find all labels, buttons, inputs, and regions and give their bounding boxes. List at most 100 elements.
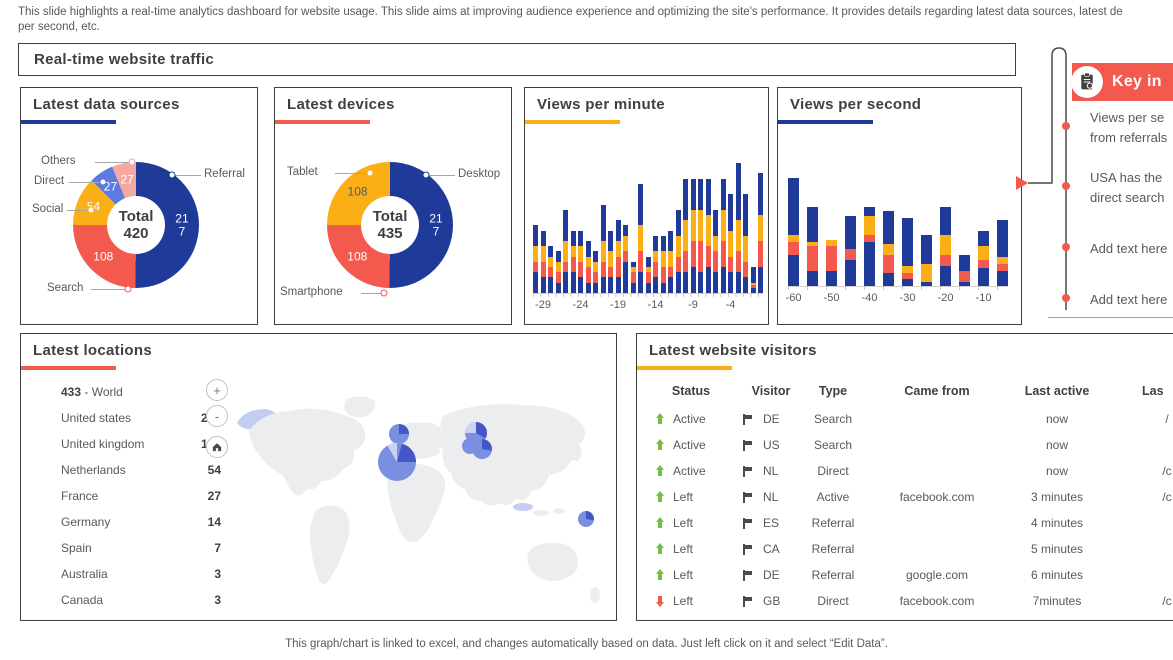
- visitor-country: CA: [763, 542, 780, 556]
- visitor-last-active: 3 minutes: [1030, 490, 1084, 504]
- stacked-bar[interactable]: [698, 178, 703, 293]
- bar-segment: [735, 163, 741, 221]
- stacked-bar[interactable]: [743, 194, 748, 293]
- stacked-bar[interactable]: [645, 256, 651, 293]
- stacked-bar[interactable]: [921, 235, 932, 286]
- donut-slice-label-others: Others: [41, 155, 76, 167]
- stacked-bar[interactable]: [615, 220, 621, 293]
- map-pie-indonesia[interactable]: [578, 510, 595, 527]
- bar-segment: [675, 272, 681, 293]
- stacked-bar[interactable]: [735, 163, 741, 293]
- visitor-type: Direct: [817, 594, 849, 608]
- bar-segment: [705, 215, 711, 247]
- bar-segment: [883, 255, 894, 273]
- stacked-bar[interactable]: [675, 209, 681, 293]
- stacked-bar[interactable]: [630, 261, 636, 293]
- stacked-bar[interactable]: [728, 194, 733, 293]
- bar-segment: [593, 251, 598, 262]
- arrow-up-icon: [655, 491, 665, 503]
- stacked-bar[interactable]: [585, 241, 591, 293]
- stacked-bar[interactable]: [638, 183, 643, 293]
- map-zoom-in-button[interactable]: +: [206, 379, 228, 401]
- stacked-bar[interactable]: [902, 217, 913, 286]
- bar-segment: [864, 206, 875, 216]
- stacked-bar[interactable]: [750, 267, 756, 293]
- bar-segment: [750, 267, 756, 283]
- bar-segment: [902, 272, 913, 280]
- stacked-bar[interactable]: [683, 178, 688, 293]
- title-accent-bar: [21, 120, 116, 124]
- stacked-bar[interactable]: [959, 255, 970, 286]
- donut-slice-value-search[interactable]: 108: [93, 250, 114, 265]
- map-home-button[interactable]: [206, 436, 228, 458]
- stacked-bar[interactable]: [578, 230, 583, 293]
- bar-segment: [600, 277, 606, 293]
- bar-segment: [997, 220, 1008, 258]
- donut-chart-devices[interactable]: 21 7 108 108 Total 435: [327, 162, 453, 288]
- slide-title-box: Real-time website traffic: [18, 43, 1016, 76]
- stacked-bar[interactable]: [713, 209, 718, 293]
- location-name: Canada: [61, 593, 104, 607]
- stacked-bar[interactable]: [864, 206, 875, 286]
- stacked-bar[interactable]: [668, 230, 673, 293]
- stacked-bar[interactable]: [807, 206, 818, 286]
- visitor-type: Active: [816, 490, 850, 504]
- country-flag-icon: [743, 570, 752, 581]
- stacked-bar[interactable]: [720, 178, 726, 293]
- visitor-country: DE: [763, 412, 780, 426]
- stacked-bar[interactable]: [978, 231, 989, 286]
- bar-segment: [788, 178, 799, 236]
- stacked-bar[interactable]: [758, 173, 763, 293]
- panel-title: Latest data sources: [33, 96, 180, 113]
- donut-chart-sources[interactable]: 217108542727Total420: [73, 162, 199, 288]
- bar-segment: [548, 267, 553, 278]
- donut-slice-value-tablet[interactable]: 108: [347, 185, 368, 200]
- stacked-bar[interactable]: [705, 178, 711, 293]
- donut-slice-value-others[interactable]: 27: [120, 172, 134, 187]
- column-header-type: Type: [818, 384, 848, 398]
- stacked-bar[interactable]: [997, 220, 1008, 286]
- visitor-country: GB: [763, 594, 781, 608]
- stacked-bar[interactable]: [845, 215, 856, 286]
- stacked-bar[interactable]: [883, 211, 894, 286]
- column-header-visitor: Visitor: [751, 384, 791, 398]
- map-pie-russia-3[interactable]: [472, 439, 492, 459]
- stacked-bar[interactable]: [653, 235, 658, 293]
- bar-segment: [638, 225, 643, 252]
- stacked-bar[interactable]: [660, 235, 666, 293]
- map-zoom-out-button[interactable]: -: [206, 405, 228, 427]
- stacked-bar[interactable]: [540, 230, 546, 293]
- bar-segment: [735, 220, 741, 252]
- bar-segment: [578, 261, 583, 278]
- title-accent-bar: [21, 366, 116, 370]
- bar-segment: [645, 256, 651, 268]
- stacked-bar[interactable]: [563, 209, 568, 293]
- stacked-bar[interactable]: [533, 225, 538, 293]
- bar-segment: [623, 251, 628, 262]
- stacked-bar[interactable]: [788, 178, 799, 286]
- x-axis-label: -14: [647, 299, 664, 311]
- stacked-bar[interactable]: [826, 239, 837, 286]
- stacked-bar[interactable]: [548, 246, 553, 293]
- visitor-last-page: /c: [1162, 464, 1172, 478]
- donut-slice-value-smartphone[interactable]: 108: [347, 250, 368, 265]
- donut-slice-value-referral[interactable]: 21 7: [175, 211, 189, 239]
- map-pie-uk[interactable]: [389, 424, 409, 444]
- key-insights-badge: [1071, 66, 1103, 98]
- stacked-bar[interactable]: [593, 251, 598, 293]
- visitor-last-active: 5 minutes: [1030, 542, 1084, 556]
- stacked-bar[interactable]: [570, 230, 576, 293]
- map-pie-france[interactable]: [378, 443, 417, 481]
- bar-segment: [743, 194, 748, 236]
- stacked-bar[interactable]: [600, 204, 606, 293]
- bullet-dot: [1062, 243, 1070, 251]
- bar-segment: [615, 256, 621, 278]
- bar-segment: [533, 272, 538, 293]
- stacked-bar[interactable]: [555, 251, 561, 293]
- stacked-bar[interactable]: [623, 225, 628, 293]
- donut-slice-value-direct[interactable]: 27: [103, 179, 118, 194]
- stacked-bar[interactable]: [690, 178, 696, 293]
- stacked-bar[interactable]: [608, 230, 613, 293]
- donut-slice-value-desktop[interactable]: 21 7: [429, 211, 443, 239]
- stacked-bar[interactable]: [940, 206, 951, 286]
